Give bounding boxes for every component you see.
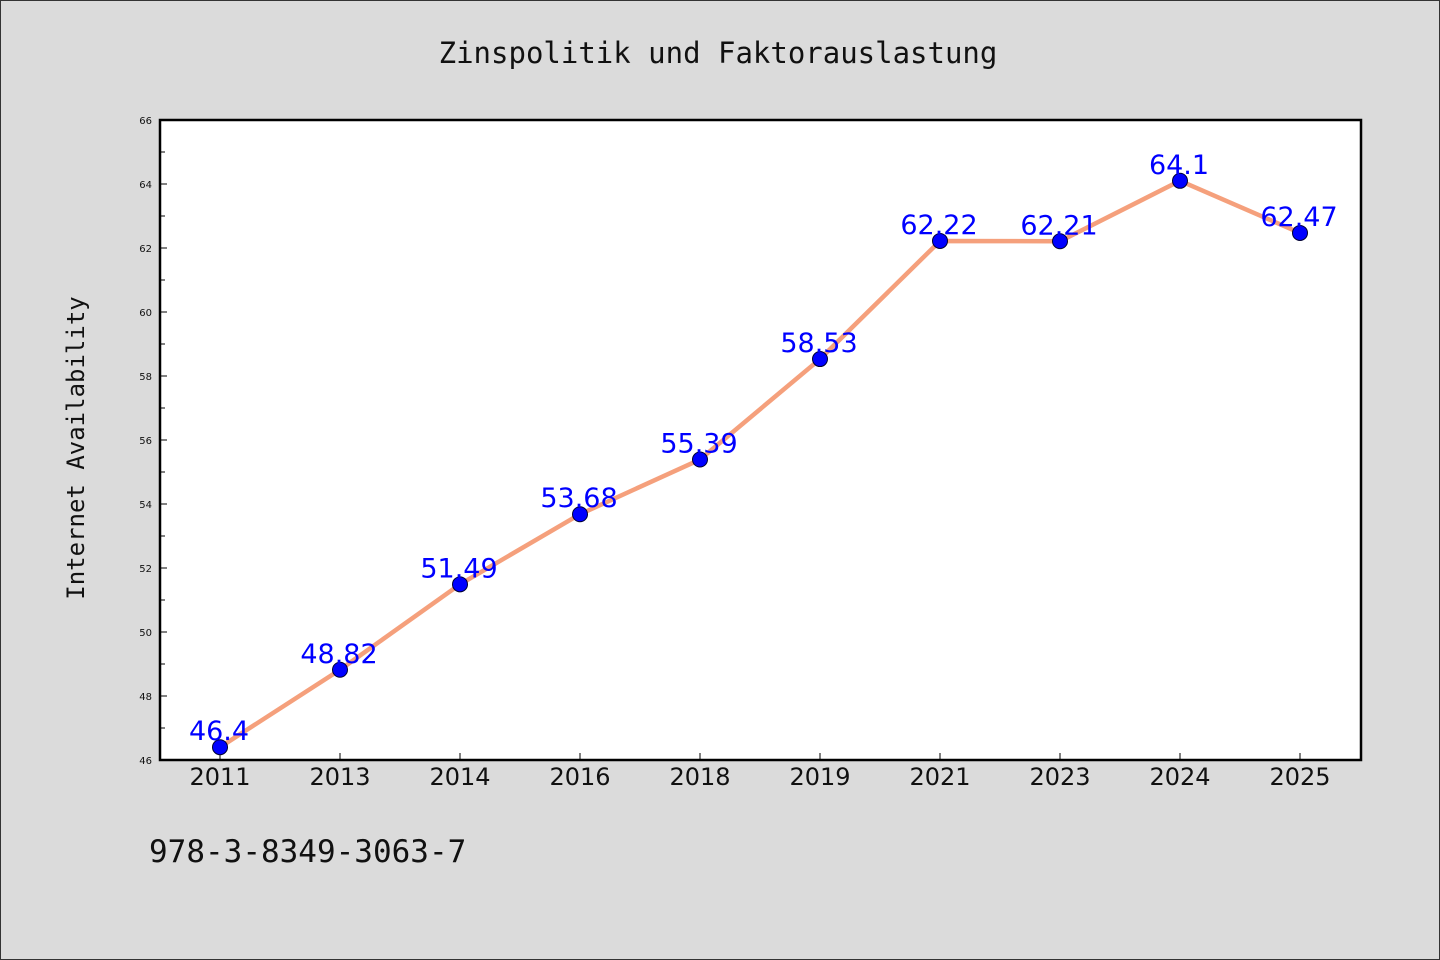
y-tick-label: 62 [139,244,152,255]
x-tick-label: 2011 [189,763,250,791]
x-tick-label: 2021 [909,763,970,791]
data-point [932,232,948,249]
x-tick-label: 2023 [1029,763,1090,791]
x-tick-label: 2014 [429,763,490,791]
y-tick-label: 50 [139,628,152,639]
data-point [692,451,708,468]
chart-title: Zinspolitik und Faktorauslastung [439,36,998,70]
x-tick-label: 2024 [1149,763,1210,791]
x-tick-label: 2025 [1269,763,1330,791]
y-tick-label: 46 [139,756,152,767]
data-label: 64.1 [1149,150,1209,181]
y-axis-label: Internet Availability [62,296,90,599]
y-tick-label: 56 [139,436,152,447]
data-label: 55.39 [660,429,737,460]
data-point [1172,172,1188,189]
data-labels: 46.4 48.82 51.49 53.68 55.39 58.53 62.22 62.21 6… [189,150,1338,747]
data-label: 46.4 [189,716,249,747]
x-tick-label: 2019 [789,763,850,791]
x-tick-label: 2013 [309,763,370,791]
series-line-group [217,178,1303,750]
y-tick-label: 48 [139,692,152,703]
data-label: 62.21 [1020,210,1097,241]
data-label: 62.22 [900,210,977,241]
y-tick-label: 54 [139,500,152,511]
series-line [217,178,1303,750]
data-point [1292,224,1308,241]
y-tick-label: 64 [139,180,152,191]
data-label: 58.53 [780,328,857,359]
data-label: 53.68 [540,483,617,514]
y-tick-label: 60 [139,308,152,319]
axes: 46 48 50 52 54 56 58 60 62 64 66 2011 2013 2014 2016 20… [139,116,1330,791]
footnote-isbn: 978-3-8349-3063-7 [149,834,467,870]
data-point [452,576,468,593]
data-point [212,739,228,756]
x-tick-label: 2016 [549,763,610,791]
data-point [1052,233,1068,250]
data-label: 48.82 [300,639,377,670]
data-markers [212,172,1308,756]
data-point [572,506,588,523]
data-label: 51.49 [420,553,497,584]
x-tick-label: 2018 [669,763,730,791]
y-tick-label: 66 [139,116,152,127]
y-tick-label: 52 [139,564,152,575]
data-label: 62.47 [1260,202,1337,233]
data-point [812,351,828,368]
plot-border [158,118,1363,762]
y-tick-label: 58 [139,372,152,383]
data-point [332,661,348,678]
